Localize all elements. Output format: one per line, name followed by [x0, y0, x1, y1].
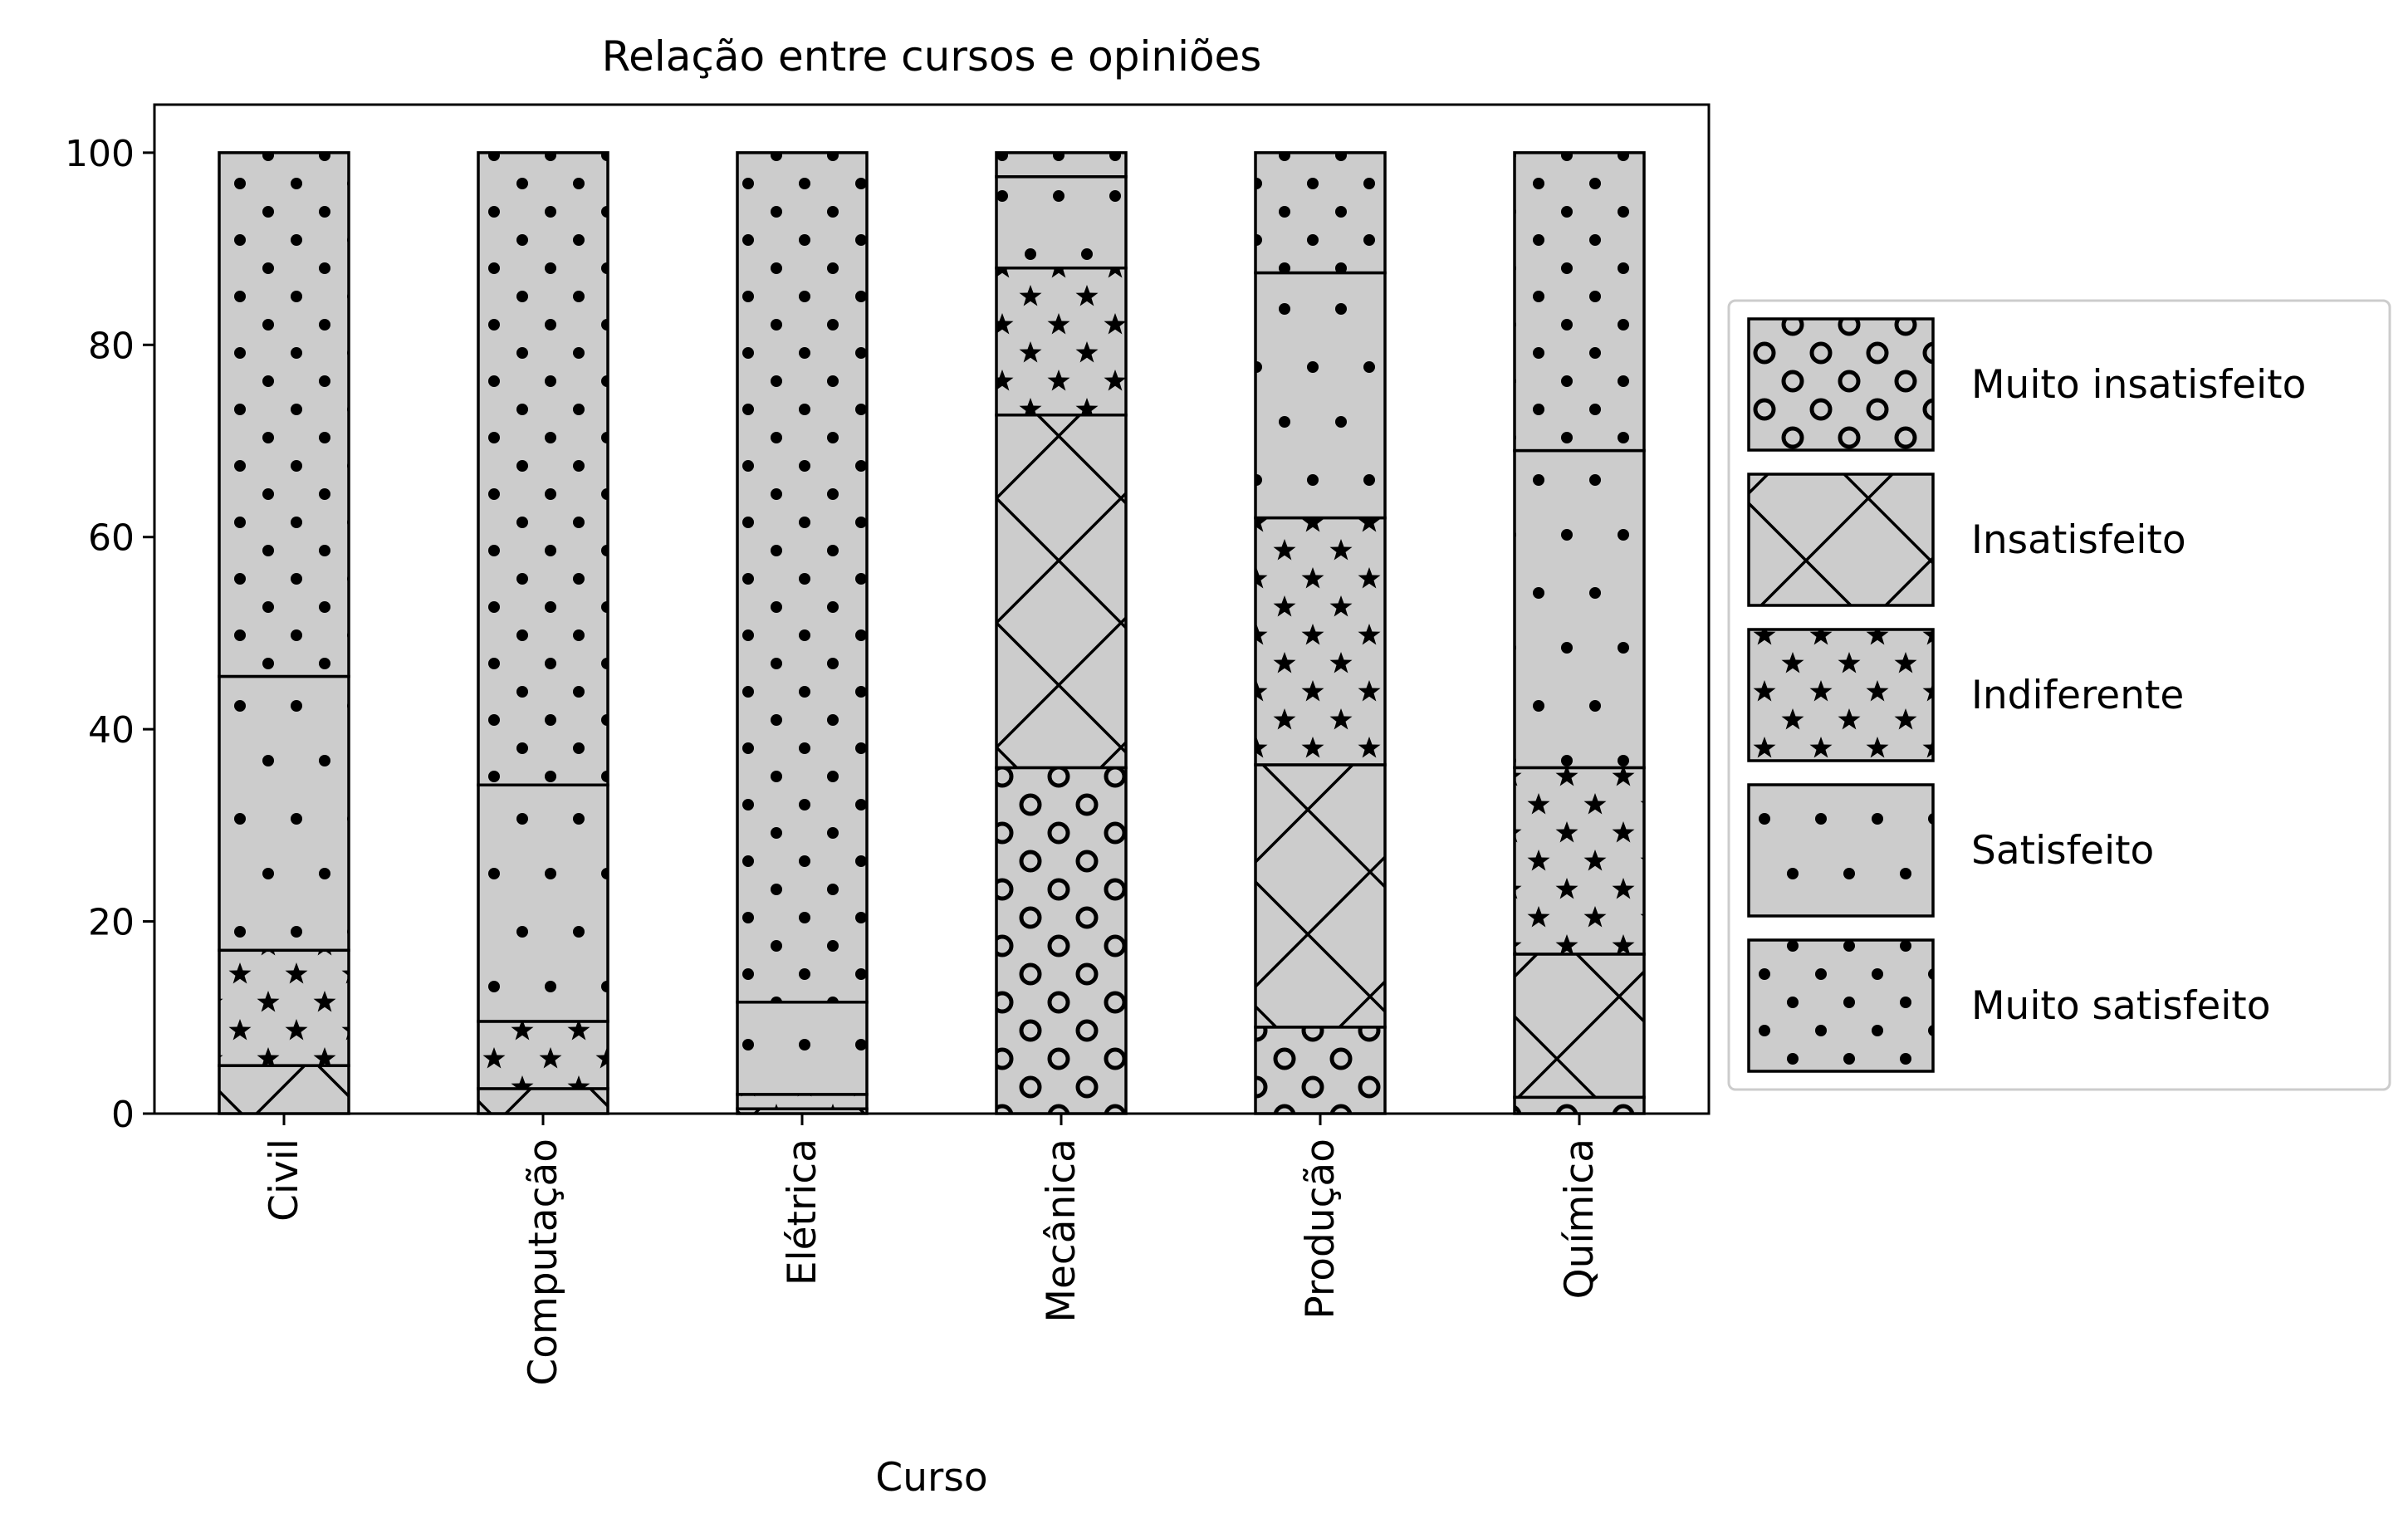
- y-tick-label: 0: [111, 1094, 135, 1136]
- bar-segment-producao-muito-satisfeito: [1254, 151, 1387, 275]
- plot-frame: [153, 103, 1711, 1115]
- y-axis: 0 20 40 60 80 100: [65, 133, 154, 1136]
- bar-segment-mecanica-muito-satisfeito: [995, 151, 1128, 179]
- bar-segment-mecanica-indiferente: [995, 266, 1128, 417]
- bar-segment-eletrica-muito-satisfeito: [736, 151, 869, 1004]
- bar-segment-mecanica-muito-insatisfeito: [995, 766, 1128, 1115]
- bar-segment-producao-indiferente: [1254, 516, 1387, 766]
- y-tick-label: 80: [88, 325, 135, 367]
- bar-segment-quimica-indiferente: [1513, 766, 1646, 956]
- bar-segment-producao-satisfeito: [1254, 271, 1387, 520]
- legend: Muito insatisfeito Insatisfeito Indiferent…: [1727, 299, 2391, 1091]
- x-tick-label-computacao: Computação: [521, 1139, 566, 1386]
- bar-segment-civil-satisfeito: [218, 674, 350, 953]
- legend-swatch-satisfeito: [1747, 783, 1935, 918]
- legend-label-indiferente: Indiferente: [1971, 673, 2184, 718]
- bar-segment-quimica-insatisfeito: [1513, 953, 1646, 1099]
- bar-segment-computacao-indiferente: [477, 1020, 609, 1090]
- y-tick-label: 20: [88, 902, 135, 944]
- legend-swatch-muito-insatisfeito: [1747, 317, 1935, 452]
- bar-segment-quimica-muito-insatisfeito: [1513, 1095, 1646, 1115]
- bar-segment-producao-muito-insatisfeito: [1254, 1026, 1387, 1115]
- x-tick-label-civil: Civil: [262, 1139, 307, 1222]
- bar-segment-eletrica-satisfeito: [736, 1001, 869, 1096]
- x-tick-label-quimica: Química: [1557, 1139, 1603, 1299]
- bar-segment-civil-indiferente: [218, 948, 350, 1067]
- bar-segment-computacao-satisfeito: [477, 783, 609, 1023]
- y-tick-label: 40: [88, 709, 135, 752]
- legend-label-satisfeito: Satisfeito: [1971, 828, 2154, 874]
- legend-swatch-muito-satisfeito: [1747, 938, 1935, 1073]
- x-axis: Civil Computação Elétrica Mecânica Produção Q…: [262, 1114, 1603, 1386]
- legend-label-muito-insatisfeito: Muito insatisfeito: [1971, 362, 2306, 408]
- y-tick-label: 60: [88, 517, 135, 560]
- x-tick-label-eletrica: Elétrica: [780, 1139, 825, 1286]
- bar-segment-mecanica-insatisfeito: [995, 414, 1128, 770]
- bar-segment-civil-insatisfeito: [218, 1064, 350, 1115]
- bar-segment-computacao-insatisfeito: [477, 1087, 609, 1115]
- legend-swatch-indiferente: [1747, 628, 1935, 762]
- x-tick-label-mecanica: Mecânica: [1039, 1139, 1084, 1323]
- legend-swatch-insatisfeito: [1747, 473, 1935, 607]
- bar-segment-eletrica-indiferente: [736, 1093, 869, 1110]
- legend-label-muito-satisfeito: Muito satisfeito: [1971, 983, 2271, 1029]
- chart-title: Relação entre cursos e opiniões: [602, 32, 1262, 81]
- x-axis-label: Curso: [875, 1455, 987, 1501]
- legend-label-insatisfeito: Insatisfeito: [1971, 517, 2186, 563]
- bar-segment-civil-muito-satisfeito: [218, 151, 350, 678]
- x-tick-label-producao: Produção: [1298, 1139, 1343, 1320]
- bar-segment-producao-insatisfeito: [1254, 763, 1387, 1029]
- bars-layer: [218, 151, 1646, 1115]
- bar-segment-mecanica-satisfeito: [995, 175, 1128, 270]
- bar-segment-quimica-satisfeito: [1513, 448, 1646, 770]
- bar-segment-quimica-muito-satisfeito: [1513, 151, 1646, 453]
- bar-segment-computacao-muito-satisfeito: [477, 151, 609, 787]
- y-tick-label: 100: [65, 133, 135, 175]
